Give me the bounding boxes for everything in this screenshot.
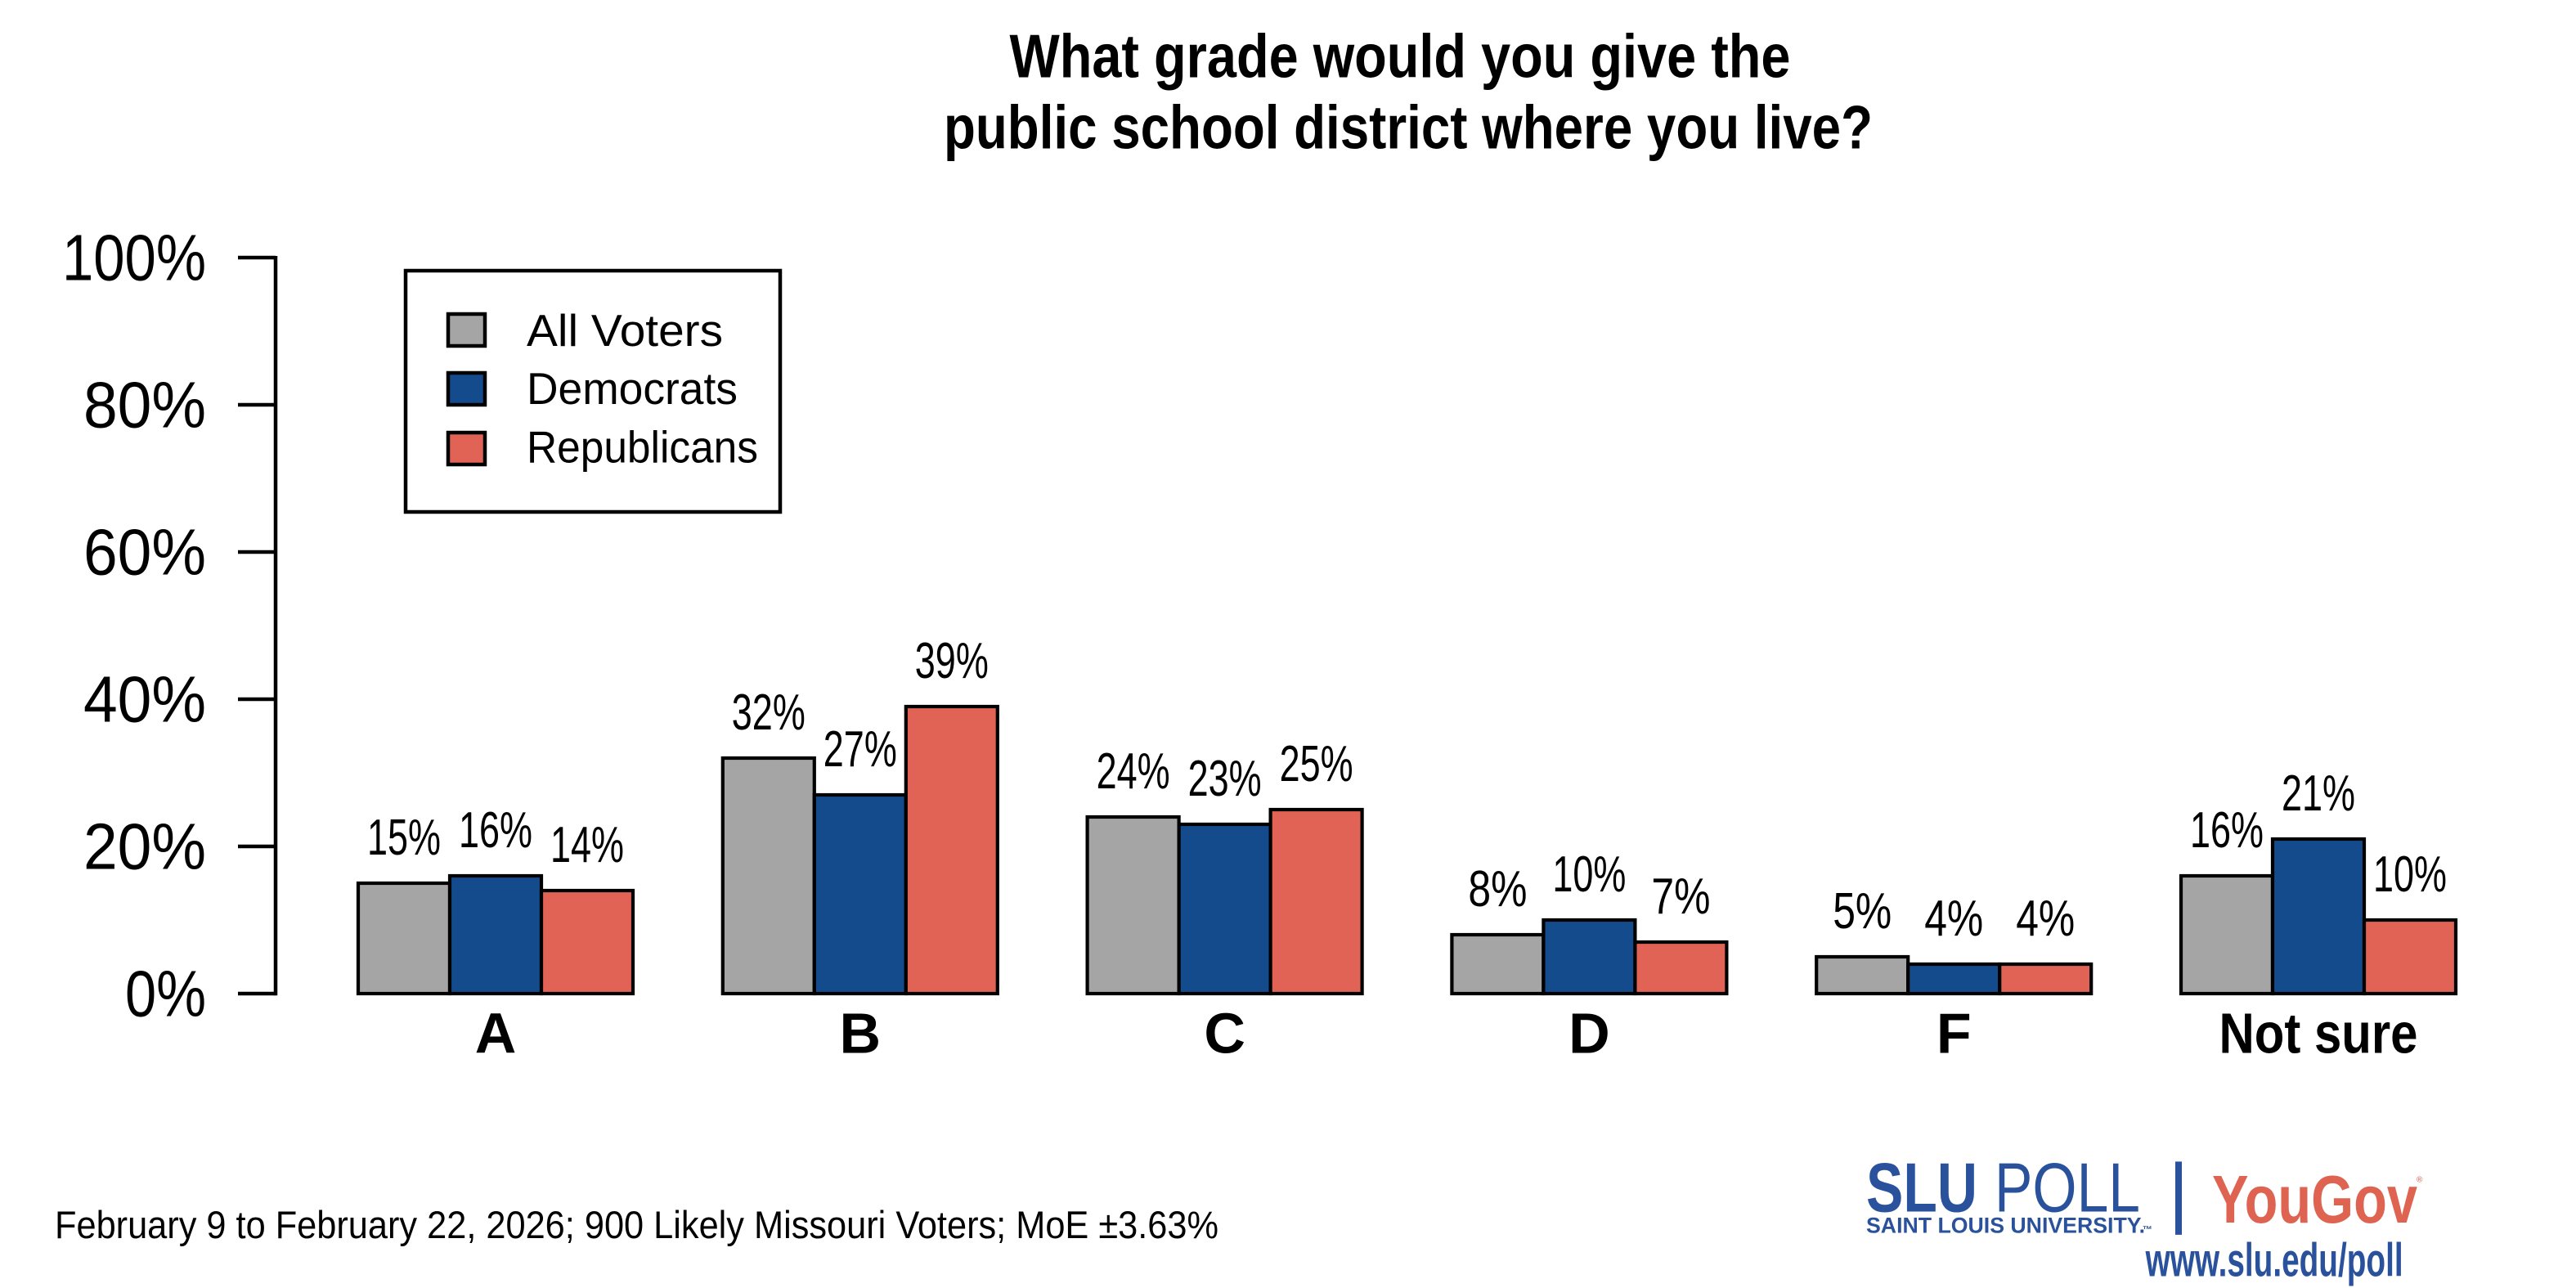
svg-text:100%: 100% [62,222,206,294]
svg-text:16%: 16% [459,802,532,859]
svg-text:24%: 24% [1097,743,1170,800]
svg-text:Not sure: Not sure [2219,1002,2418,1066]
svg-text:32%: 32% [732,684,806,741]
svg-text:7%: 7% [1651,868,1710,925]
svg-text:15%: 15% [367,810,441,866]
svg-text:10%: 10% [2373,846,2447,903]
svg-text:27%: 27% [824,721,897,778]
svg-text:C: C [1204,1002,1245,1066]
svg-text:4%: 4% [2016,891,2075,947]
svg-text:8%: 8% [1468,861,1527,918]
svg-text:POLL: POLL [1995,1149,2140,1227]
svg-text:SAINT LOUIS UNIVERSITY.: SAINT LOUIS UNIVERSITY. [1866,1214,2145,1238]
svg-text:39%: 39% [915,633,989,689]
svg-text:0%: 0% [125,958,206,1030]
svg-text:F: F [1936,1002,1972,1066]
svg-text:23%: 23% [1188,751,1262,807]
svg-text:™: ™ [2143,1224,2152,1236]
svg-text:public school district where y: public school district where you live? [944,93,1873,162]
svg-text:D: D [1568,1002,1610,1066]
svg-text:February 9 to February 22, 202: February 9 to February 22, 2026; 900 Lik… [55,1204,1218,1247]
svg-text:40%: 40% [83,663,206,736]
svg-text:®: ® [2417,1176,2423,1185]
svg-text:www.slu.edu/poll: www.slu.edu/poll [2145,1235,2403,1287]
svg-text:60%: 60% [83,516,206,589]
svg-text:SLU: SLU [1866,1149,1977,1227]
svg-text:16%: 16% [2190,802,2264,859]
svg-text:B: B [840,1002,882,1066]
svg-text:14%: 14% [550,817,624,873]
svg-text:80%: 80% [83,369,206,442]
svg-text:A: A [475,1002,517,1066]
svg-text:What grade would you give the: What grade would you give the [1010,21,1791,90]
svg-text:25%: 25% [1280,736,1353,792]
svg-text:20%: 20% [83,810,206,883]
svg-text:21%: 21% [2282,765,2355,822]
svg-text:All Voters: All Voters [527,305,723,356]
svg-text:Republicans: Republicans [527,422,758,473]
svg-text:YouGov: YouGov [2212,1161,2417,1237]
svg-text:5%: 5% [1833,883,1892,940]
svg-text:Democrats: Democrats [527,363,738,414]
svg-text:4%: 4% [1924,891,1983,947]
svg-text:10%: 10% [1552,846,1626,903]
